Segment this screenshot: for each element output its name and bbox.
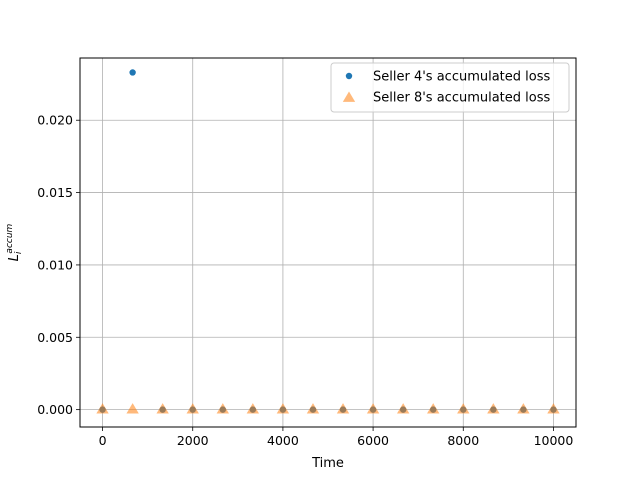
seller-8-point	[156, 403, 169, 414]
series-2	[96, 403, 560, 414]
y-tick-label: 0.010	[37, 257, 73, 272]
seller-8-point	[126, 403, 139, 414]
x-tick-label: 8000	[447, 433, 479, 448]
legend-entry-label: Seller 4's accumulated loss	[373, 70, 550, 85]
seller-8-point	[396, 403, 410, 414]
seller-8-point	[276, 403, 290, 414]
y-axis-label-base: L	[7, 254, 22, 261]
legend-entry-label: Seller 8's accumulated loss	[373, 91, 550, 106]
y-tick-label: 0.020	[37, 113, 73, 128]
legend-marker-triangle	[342, 91, 356, 102]
seller-8-point	[517, 403, 530, 414]
seller-8-point	[547, 403, 560, 414]
x-tick-label: 6000	[357, 433, 389, 448]
y-tick-label: 0.015	[37, 185, 73, 200]
y-axis-label: Liaccum	[5, 223, 24, 261]
x-tick-label: 0	[99, 433, 107, 448]
axis-ticks: 0 2000 4000 6000 8000 10000 0.000 0.005 0.010 0.0…	[37, 113, 573, 448]
y-axis-label-sub: i	[14, 251, 24, 254]
legend-box	[330, 62, 570, 113]
seller-4-point	[129, 69, 136, 76]
x-tick-label: 2000	[177, 433, 209, 448]
seller-8-point	[186, 403, 199, 414]
seller-8-point	[216, 403, 229, 414]
seller-8-point	[306, 403, 320, 414]
seller-8-point	[96, 403, 109, 414]
seller-8-point	[336, 403, 350, 414]
y-tick-label: 0.000	[37, 402, 73, 417]
legend-marker-circle	[345, 72, 353, 80]
legend: Seller 4's accumulated loss Seller 8's ac…	[330, 62, 570, 113]
x-tick-label: 10000	[534, 433, 574, 448]
y-axis-label-sup: accum	[5, 223, 15, 253]
axes-frame	[79, 57, 577, 428]
seller-8-point	[487, 403, 500, 414]
data-marks	[96, 69, 560, 414]
seller-8-point	[457, 403, 470, 414]
seller-8-point	[246, 403, 260, 414]
x-tick-label: 4000	[267, 433, 299, 448]
grid-lines	[80, 58, 576, 427]
seller-8-point	[366, 403, 380, 414]
seller-8-point	[427, 403, 440, 414]
x-axis-label: Time	[311, 456, 344, 471]
y-tick-label: 0.005	[37, 330, 73, 345]
